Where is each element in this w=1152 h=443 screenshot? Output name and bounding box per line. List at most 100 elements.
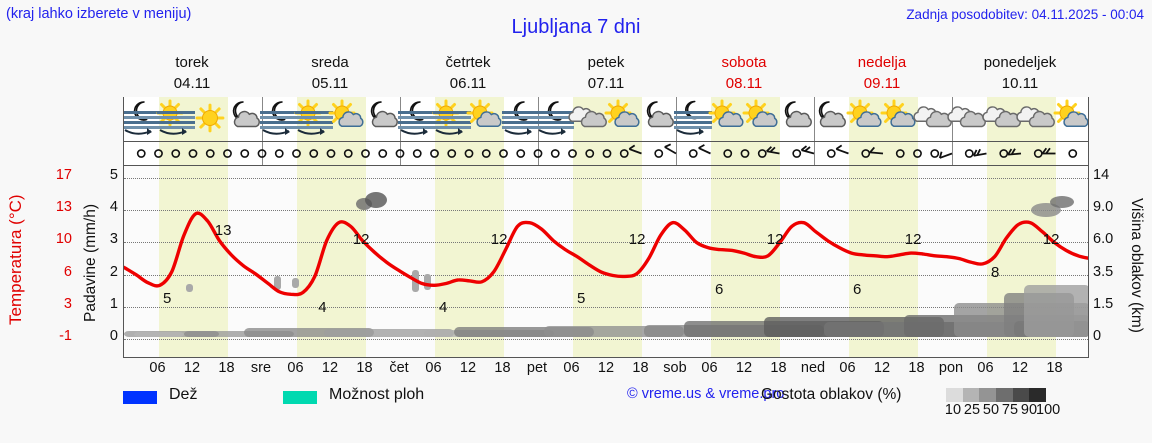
sun-cloud-icon (602, 97, 646, 141)
x-tick-13: 12 (597, 360, 615, 376)
cloud-density-swatch-1 (962, 388, 980, 402)
x-tick-7: čet (389, 360, 409, 376)
cloudheight-tick-3: 3.5 (1093, 263, 1114, 280)
temperature-label-9: 12 (766, 230, 784, 248)
day-header-3: petek 07.11 (537, 52, 675, 96)
cloudheight-axis-title: Višina oblakov (km) (1128, 197, 1145, 333)
moon-cloud-icon (775, 97, 819, 141)
precipitation-tick-5: 0 (109, 328, 118, 344)
fog-sun-icon (292, 97, 336, 141)
cloud-density-tick-3: 75 (1001, 402, 1019, 418)
moon-icon (124, 97, 163, 141)
day-separator-2 (400, 142, 401, 165)
gridline-2 (124, 242, 1088, 244)
wind-barb-strip (123, 141, 1089, 165)
daylight-band-1 (296, 142, 366, 165)
daylight-band-2 (434, 142, 504, 165)
cloud-density-tick-1: 25 (963, 402, 981, 418)
x-tick-16: 06 (701, 360, 718, 376)
day-header-1: sreda 05.11 (261, 52, 399, 96)
cloud-density-swatch-5 (1029, 388, 1047, 402)
sun-icon (188, 97, 232, 141)
x-tick-3: sre (250, 360, 272, 376)
sun-cloud-icon (740, 97, 784, 141)
showers-label: Možnost ploh (329, 386, 425, 403)
temperature-label-7: 12 (628, 230, 646, 248)
rain-swatch (123, 391, 157, 404)
sun-cloud-icon (844, 97, 888, 141)
day-separator-1 (262, 142, 263, 165)
cloudheight-tick-0: 14 (1093, 167, 1110, 183)
cloud-density-title: Gostota oblakov (%) (761, 386, 902, 403)
x-tick-23: pon (938, 360, 964, 376)
day-date: 10.11 (1001, 75, 1039, 92)
cloud-icon (568, 97, 612, 141)
moon-icon (395, 97, 439, 141)
x-tick-22: 18 (908, 360, 925, 376)
x-tick-24: 06 (977, 360, 994, 376)
precipitation-tick-0: 5 (109, 167, 118, 183)
day-header-4: sobota 08.11 (675, 52, 813, 96)
daylight-band-0 (158, 166, 228, 357)
cloud-density-tick-2: 50 (982, 402, 1000, 418)
cloudheight-tick-4: 1.5 (1093, 295, 1114, 312)
temperature-tick-5: -1 (59, 328, 72, 344)
temperature-tick-2: 10 (55, 231, 72, 248)
x-tick-2: 18 (218, 360, 235, 376)
x-tick-21: 12 (873, 360, 891, 376)
cloud-density-swatch-3 (996, 388, 1013, 402)
fog-sun-icon (154, 97, 198, 141)
day-header-5: nedelja 09.11 (813, 52, 951, 96)
day-date: 04.11 (173, 75, 211, 92)
x-tick-25: 12 (1011, 360, 1029, 376)
last-updated: Zadnja posodobitev: 04.11.2025 - 00:04 (906, 7, 1144, 22)
cloudheight-tick-5: 0 (1093, 328, 1102, 344)
fog-sun-icon (430, 97, 474, 141)
sun-cloud-icon (326, 97, 370, 141)
cloud-density-tick-5: 100 (1036, 402, 1061, 418)
x-tick-5: 12 (321, 360, 339, 376)
day-header-row: torek 04.11 sreda 05.11 četrtek 06.11 petek 07.… (123, 52, 1089, 96)
x-tick-17: 12 (735, 360, 753, 376)
precip-streak-4 (424, 274, 431, 290)
precip-streak-0 (186, 284, 193, 292)
cloud-cover-blob-4 (324, 329, 454, 337)
x-tick-18: 18 (770, 360, 787, 376)
precipitation-tick-2: 3 (109, 231, 118, 248)
x-tick-26: 18 (1046, 360, 1063, 376)
cloud-density-swatch-0 (946, 388, 963, 402)
temperature-label-6: 5 (577, 290, 586, 308)
cloud-density-swatch-2 (979, 388, 997, 402)
high-cloud-1 (365, 192, 387, 208)
sun-cloud-icon (1051, 97, 1088, 141)
daylight-band-3 (572, 142, 642, 165)
moon-icon (257, 97, 301, 141)
cloud-cover-blob-2 (184, 331, 219, 337)
temperature-label-8: 6 (715, 281, 724, 299)
x-tick-19: ned (800, 360, 826, 376)
temperature-axis-title: Temperatura (°C) (6, 194, 25, 326)
moon-cloud-icon (361, 97, 405, 141)
day-header-6: ponedeljek 10.11 (951, 52, 1089, 96)
day-name: nedelja (857, 54, 907, 71)
day-separator-4 (676, 142, 677, 165)
cloud-icon (1016, 97, 1060, 141)
x-tick-10: 18 (494, 360, 511, 376)
precip-streak-1 (274, 276, 281, 290)
day-separator-6 (952, 142, 953, 165)
day-name: petek (587, 54, 625, 71)
x-tick-15: sob (663, 360, 687, 376)
temperature-curve (124, 192, 1088, 337)
location-menu-hint[interactable]: (kraj lahko izberete v meniju) (6, 6, 192, 22)
x-tick-1: 12 (183, 360, 201, 376)
gridline-0 (124, 178, 1088, 179)
day-date: 08.11 (725, 75, 763, 92)
temperature-label-4: 4 (439, 299, 448, 317)
temperature-label-3: 12 (352, 230, 370, 248)
temperature-label-5: 12 (490, 230, 508, 248)
day-date: 05.11 (311, 75, 349, 92)
fog-moon-icon (671, 97, 715, 141)
cloud-density-colorbar (946, 388, 1047, 402)
copyright-link[interactable]: © vreme.us & vreme.pro (627, 386, 785, 402)
cloudheight-tick-1: 9.0 (1093, 199, 1114, 216)
